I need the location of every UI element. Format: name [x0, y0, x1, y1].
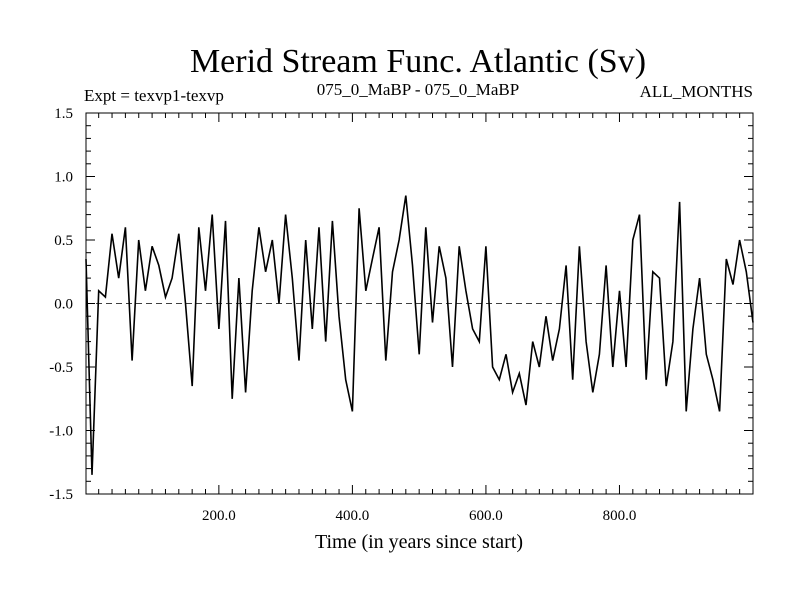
- y-tick-label: 0.5: [54, 233, 73, 249]
- subtitle-period: 075_0_MaBP - 075_0_MaBP: [317, 80, 519, 99]
- plot-area: [85, 195, 754, 475]
- subtitle-months: ALL_MONTHS: [640, 82, 753, 101]
- series-line-0: [85, 195, 754, 475]
- subtitle-experiment: Expt = texvp1-texvp: [84, 86, 224, 105]
- y-tick-label: -1.5: [49, 487, 73, 503]
- chart-title: Merid Stream Func. Atlantic (Sv): [190, 43, 646, 80]
- x-tick-label: 600.0: [469, 508, 503, 524]
- y-tick-label: -0.5: [49, 360, 73, 376]
- y-tick-label: -1.0: [49, 424, 73, 440]
- x-tick-label: 400.0: [336, 508, 370, 524]
- x-axis-label: Time (in years since start): [315, 531, 523, 553]
- y-tick-label: 1.5: [54, 106, 73, 122]
- y-tick-label: 1.0: [54, 170, 73, 186]
- y-tick-label: 0.0: [54, 297, 73, 313]
- x-tick-label: 200.0: [202, 508, 236, 524]
- x-tick-label: 800.0: [603, 508, 637, 524]
